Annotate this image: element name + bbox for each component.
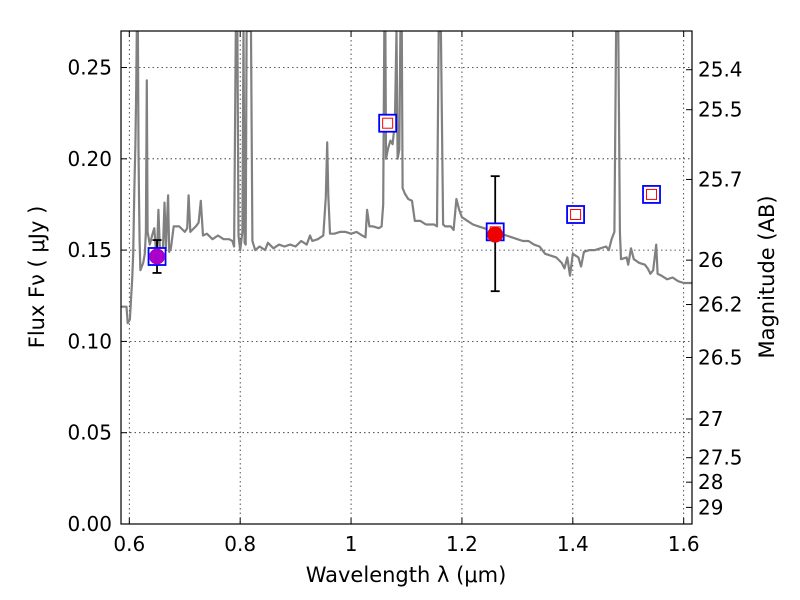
right-tick-label: 29 (698, 495, 723, 519)
axis-ticks: 0.6 0.8 1 1.2 1.4 1.6 0.00 0.05 0.10 0.15 0.20 0.25… (67, 31, 743, 556)
grid-lines (121, 31, 692, 525)
observed-point (149, 248, 166, 265)
y-tick-label: 0.20 (67, 147, 112, 171)
y-axis-label: Flux Fν ( μJy ) (25, 206, 49, 349)
right-tick-label: 28 (698, 470, 723, 494)
model-photometry-marker (642, 185, 661, 204)
y-tick-label: 0.25 (67, 56, 112, 80)
x-tick-label: 1.4 (557, 532, 589, 556)
plot-area (121, 31, 692, 325)
model-photometry-marker (378, 113, 398, 133)
x-tick-label: 0.6 (113, 532, 145, 556)
observed-points (149, 226, 504, 265)
right-tick-label: 25.5 (698, 98, 743, 122)
right-tick-label: 25.7 (698, 167, 743, 191)
y-tick-label: 0.05 (67, 421, 112, 445)
right-tick-label: 26.5 (698, 345, 743, 369)
model-photometry-marker (566, 205, 585, 224)
y-tick-label: 0.15 (67, 238, 112, 262)
x-tick-label: 1.6 (668, 532, 700, 556)
right-axis-label: Magnitude (AB) (755, 195, 779, 358)
spectrum-layer (121, 31, 692, 325)
right-tick-label: 27.5 (698, 446, 743, 470)
right-tick-label: 27 (698, 407, 723, 431)
y-tick-label: 0.00 (67, 512, 112, 536)
x-tick-label: 1 (345, 532, 358, 556)
x-axis-label: Wavelength λ (μm) (306, 563, 507, 587)
right-tick-label: 26.2 (698, 293, 743, 317)
model-photometry-inner-marker (646, 188, 658, 200)
plot-frame (120, 30, 693, 525)
x-tick-label: 0.8 (224, 532, 256, 556)
model-photometry-inner-marker (570, 209, 582, 221)
y-tick-label: 0.10 (67, 329, 112, 353)
right-tick-label: 25.4 (698, 58, 743, 82)
observed-point (487, 226, 504, 243)
right-tick-label: 26 (698, 248, 723, 272)
x-tick-label: 1.2 (446, 532, 478, 556)
model-photometry-inner-marker (382, 117, 394, 129)
spectrum-line (121, 31, 692, 325)
